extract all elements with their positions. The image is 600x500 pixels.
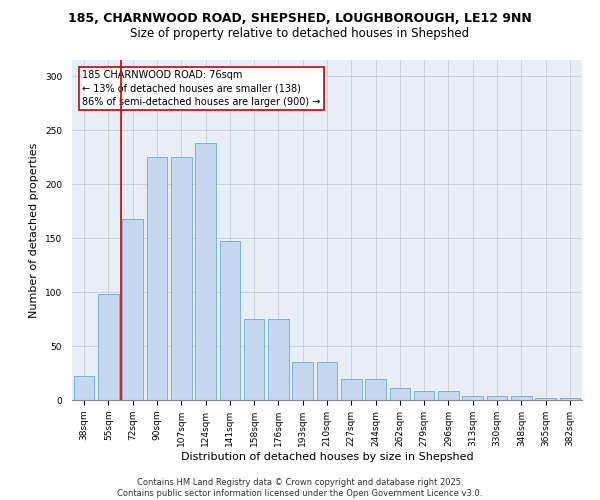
Bar (292, 362, 313, 400)
Bar (317, 362, 337, 400)
Bar (171, 157, 191, 400)
Bar (122, 218, 143, 400)
Bar (220, 242, 240, 400)
Bar (414, 392, 434, 400)
Bar (535, 398, 556, 400)
Bar (560, 398, 580, 400)
Bar (268, 319, 289, 400)
X-axis label: Distribution of detached houses by size in Shepshed: Distribution of detached houses by size … (181, 452, 473, 462)
Bar (195, 143, 216, 400)
Bar (341, 380, 362, 400)
Bar (74, 376, 94, 400)
Bar (98, 294, 119, 400)
Bar (365, 380, 386, 400)
Bar (487, 396, 508, 400)
Bar (146, 157, 167, 400)
Bar (438, 392, 459, 400)
Bar (463, 396, 483, 400)
Text: 185 CHARNWOOD ROAD: 76sqm
← 13% of detached houses are smaller (138)
86% of semi: 185 CHARNWOOD ROAD: 76sqm ← 13% of detac… (82, 70, 320, 106)
Bar (389, 388, 410, 400)
Text: 185, CHARNWOOD ROAD, SHEPSHED, LOUGHBOROUGH, LE12 9NN: 185, CHARNWOOD ROAD, SHEPSHED, LOUGHBORO… (68, 12, 532, 26)
Bar (244, 319, 265, 400)
Text: Contains HM Land Registry data © Crown copyright and database right 2025.
Contai: Contains HM Land Registry data © Crown c… (118, 478, 482, 498)
Text: Size of property relative to detached houses in Shepshed: Size of property relative to detached ho… (130, 28, 470, 40)
Y-axis label: Number of detached properties: Number of detached properties (29, 142, 40, 318)
Bar (511, 396, 532, 400)
